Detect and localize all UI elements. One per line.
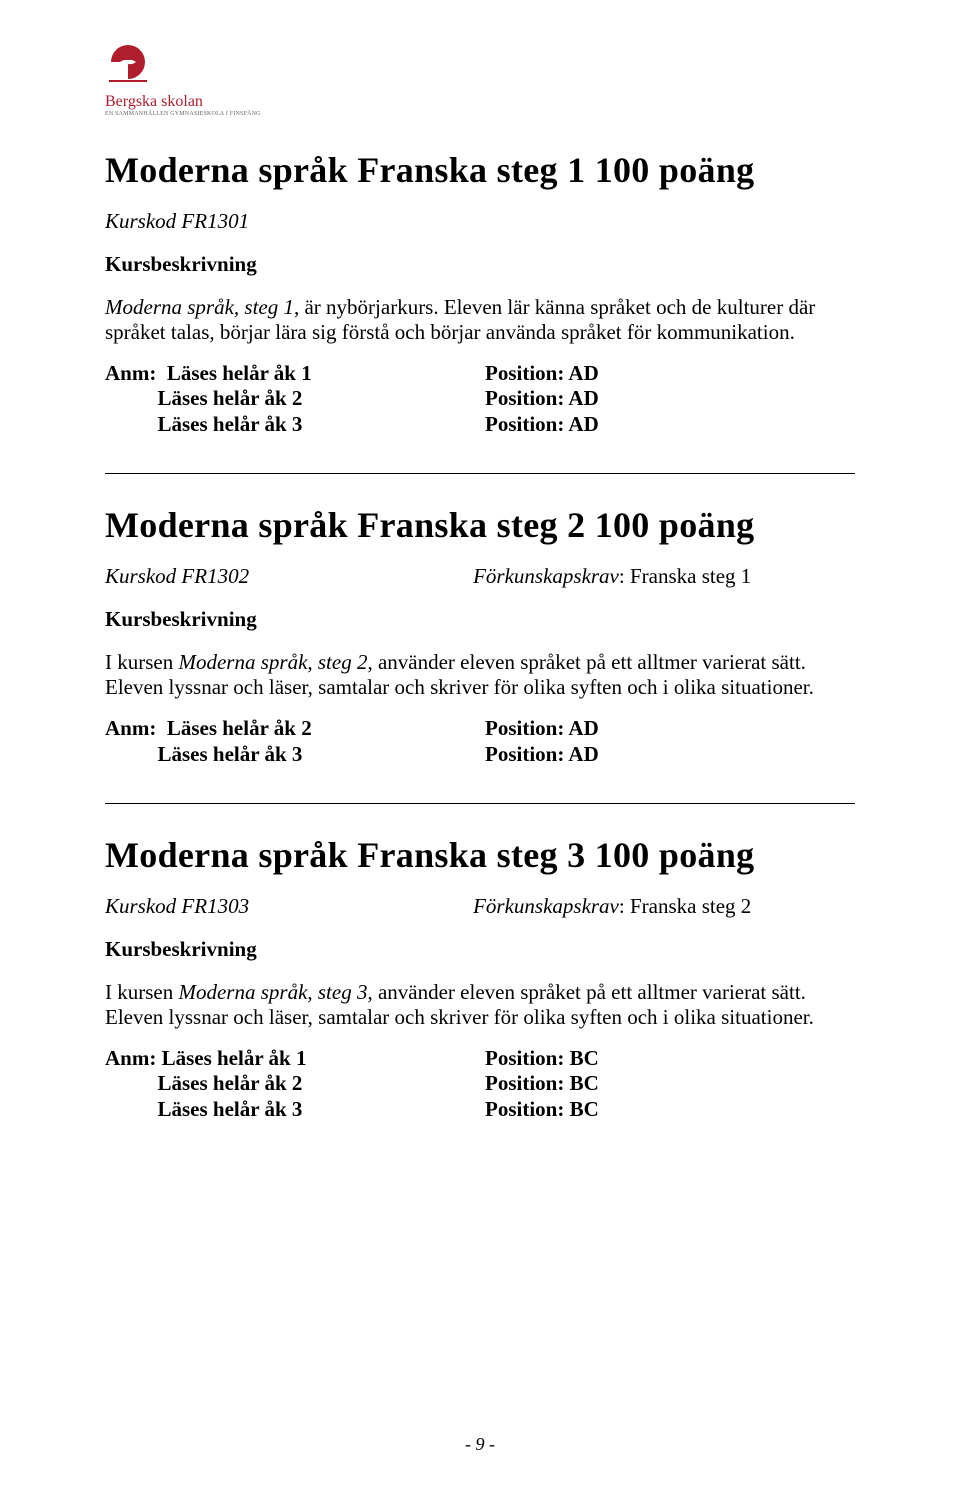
desc-italic: Moderna språk, steg 3 <box>178 980 367 1004</box>
kurskod: Kurskod FR1301 <box>105 209 249 234</box>
anm-right: Position: AD <box>485 412 599 438</box>
divider <box>105 803 855 804</box>
course-description: I kursen Moderna språk, steg 2, använder… <box>105 650 855 700</box>
page-number: - 9 - <box>0 1434 960 1455</box>
anm-right: Position: AD <box>485 716 599 742</box>
kursbeskrivning-label: Kursbeskrivning <box>105 607 855 632</box>
anm-right: Position: BC <box>485 1046 599 1072</box>
kurskod-row: Kurskod FR1302 Förkunskapskrav: Franska … <box>105 564 855 589</box>
desc-italic: Moderna språk, steg 2 <box>178 650 367 674</box>
anm-right: Position: AD <box>485 361 599 387</box>
forkun-label: Förkunskapskrav <box>473 564 619 588</box>
anm-right: Position: AD <box>485 742 599 768</box>
anm-left: Anm: Läses helår åk 1 <box>105 361 485 387</box>
kursbeskrivning-label: Kursbeskrivning <box>105 937 855 962</box>
anm-left: Anm: Läses helår åk 1 <box>105 1046 485 1072</box>
course-title: Moderna språk Franska steg 1 100 poäng <box>105 149 855 191</box>
kursbeskrivning-label: Kursbeskrivning <box>105 252 855 277</box>
anm-left: Anm: Läses helår åk 2 <box>105 716 485 742</box>
course-description: I kursen Moderna språk, steg 3, använder… <box>105 980 855 1030</box>
logo-school-name: Bergska skolan <box>105 93 855 111</box>
course-block: Moderna språk Franska steg 1 100 poäng K… <box>105 149 855 437</box>
logo-icon <box>105 40 151 89</box>
course-description: Moderna språk, steg 1, är nybörjarkurs. … <box>105 295 855 345</box>
anm-row: Läses helår åk 2 Position: AD <box>105 386 855 412</box>
anm-right: Position: BC <box>485 1097 599 1123</box>
anm-table: Anm: Läses helår åk 2 Position: AD Läses… <box>105 716 855 767</box>
kurskod-row: Kurskod FR1301 <box>105 209 855 234</box>
anm-right: Position: AD <box>485 386 599 412</box>
desc-pre: I kursen <box>105 980 178 1004</box>
anm-left: Läses helår åk 3 <box>105 742 485 768</box>
anm-row: Anm: Läses helår åk 2 Position: AD <box>105 716 855 742</box>
forkun-value: : Franska steg 1 <box>619 564 751 588</box>
anm-row: Läses helår åk 3 Position: AD <box>105 412 855 438</box>
anm-row: Läses helår åk 2 Position: BC <box>105 1071 855 1097</box>
kurskod-row: Kurskod FR1303 Förkunskapskrav: Franska … <box>105 894 855 919</box>
anm-row: Läses helår åk 3 Position: BC <box>105 1097 855 1123</box>
anm-table: Anm: Läses helår åk 1 Position: AD Läses… <box>105 361 855 438</box>
anm-row: Anm: Läses helår åk 1 Position: AD <box>105 361 855 387</box>
divider <box>105 473 855 474</box>
anm-table: Anm: Läses helår åk 1 Position: BC Läses… <box>105 1046 855 1123</box>
forkunskapskrav: Förkunskapskrav: Franska steg 2 <box>473 894 751 919</box>
kurskod: Kurskod FR1302 <box>105 564 249 589</box>
anm-right: Position: BC <box>485 1071 599 1097</box>
course-title: Moderna språk Franska steg 3 100 poäng <box>105 834 855 876</box>
forkun-value: : Franska steg 2 <box>619 894 751 918</box>
anm-row: Läses helår åk 3 Position: AD <box>105 742 855 768</box>
anm-left: Läses helår åk 2 <box>105 386 485 412</box>
anm-left: Läses helår åk 2 <box>105 1071 485 1097</box>
forkun-label: Förkunskapskrav <box>473 894 619 918</box>
forkunskapskrav: Förkunskapskrav: Franska steg 1 <box>473 564 751 589</box>
course-block: Moderna språk Franska steg 3 100 poäng K… <box>105 834 855 1122</box>
kurskod: Kurskod FR1303 <box>105 894 249 919</box>
desc-pre: I kursen <box>105 650 178 674</box>
anm-row: Anm: Läses helår åk 1 Position: BC <box>105 1046 855 1072</box>
school-logo: Bergska skolan EN SAMMANHÅLLEN GYMNASIES… <box>105 40 855 117</box>
anm-left: Läses helår åk 3 <box>105 412 485 438</box>
desc-italic: Moderna språk, steg 1 <box>105 295 294 319</box>
course-block: Moderna språk Franska steg 2 100 poäng K… <box>105 504 855 767</box>
anm-left: Läses helår åk 3 <box>105 1097 485 1123</box>
logo-tagline: EN SAMMANHÅLLEN GYMNASIESKOLA I FINSPÅNG <box>105 111 855 117</box>
course-title: Moderna språk Franska steg 2 100 poäng <box>105 504 855 546</box>
